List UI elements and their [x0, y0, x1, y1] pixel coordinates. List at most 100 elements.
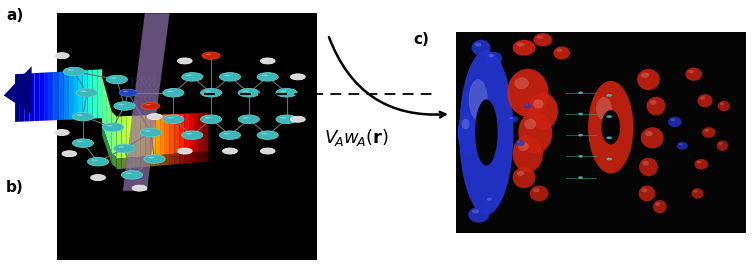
- Ellipse shape: [65, 152, 69, 153]
- Ellipse shape: [716, 140, 728, 151]
- Ellipse shape: [484, 196, 499, 207]
- Ellipse shape: [475, 42, 482, 47]
- Ellipse shape: [694, 159, 708, 170]
- Polygon shape: [134, 13, 170, 98]
- Ellipse shape: [507, 69, 548, 117]
- Ellipse shape: [472, 209, 480, 214]
- Ellipse shape: [276, 89, 297, 97]
- Polygon shape: [97, 69, 102, 118]
- Ellipse shape: [205, 117, 211, 118]
- Ellipse shape: [688, 70, 694, 73]
- Ellipse shape: [718, 101, 730, 111]
- Polygon shape: [117, 158, 121, 169]
- Ellipse shape: [606, 158, 612, 160]
- Ellipse shape: [529, 186, 548, 201]
- Ellipse shape: [685, 68, 702, 81]
- Ellipse shape: [118, 104, 124, 105]
- Polygon shape: [25, 73, 29, 121]
- Ellipse shape: [147, 114, 162, 120]
- Ellipse shape: [537, 36, 544, 39]
- Ellipse shape: [668, 117, 682, 127]
- Ellipse shape: [461, 119, 470, 129]
- Polygon shape: [146, 156, 150, 167]
- Polygon shape: [170, 154, 175, 165]
- Ellipse shape: [201, 115, 222, 123]
- Ellipse shape: [145, 130, 151, 132]
- Ellipse shape: [645, 131, 653, 136]
- Ellipse shape: [77, 114, 83, 116]
- Ellipse shape: [486, 198, 492, 201]
- Ellipse shape: [177, 58, 192, 64]
- Ellipse shape: [62, 151, 77, 157]
- Ellipse shape: [107, 125, 113, 126]
- Ellipse shape: [72, 139, 93, 147]
- Ellipse shape: [54, 130, 69, 135]
- Polygon shape: [194, 113, 199, 152]
- Polygon shape: [141, 115, 146, 157]
- Ellipse shape: [167, 117, 173, 118]
- Ellipse shape: [579, 134, 581, 135]
- Ellipse shape: [704, 129, 709, 132]
- Ellipse shape: [263, 59, 268, 60]
- Polygon shape: [35, 73, 39, 121]
- Ellipse shape: [280, 91, 287, 92]
- Ellipse shape: [588, 81, 633, 174]
- Ellipse shape: [224, 75, 230, 76]
- Ellipse shape: [114, 102, 135, 110]
- Ellipse shape: [533, 188, 540, 192]
- Ellipse shape: [243, 117, 249, 118]
- Ellipse shape: [87, 157, 109, 166]
- Ellipse shape: [186, 133, 192, 134]
- Polygon shape: [123, 98, 158, 191]
- Ellipse shape: [238, 115, 259, 123]
- Text: a): a): [6, 8, 23, 23]
- Ellipse shape: [518, 111, 552, 154]
- Polygon shape: [199, 151, 204, 162]
- Ellipse shape: [468, 207, 489, 223]
- Ellipse shape: [167, 91, 173, 92]
- Ellipse shape: [243, 91, 249, 92]
- Ellipse shape: [290, 116, 305, 122]
- Ellipse shape: [135, 187, 139, 188]
- Polygon shape: [141, 156, 146, 167]
- Ellipse shape: [54, 53, 69, 59]
- Polygon shape: [146, 115, 150, 156]
- Ellipse shape: [526, 104, 528, 106]
- Ellipse shape: [475, 99, 498, 166]
- Ellipse shape: [642, 188, 648, 192]
- Ellipse shape: [513, 167, 535, 188]
- Ellipse shape: [144, 155, 165, 163]
- Polygon shape: [29, 73, 35, 121]
- Ellipse shape: [639, 186, 655, 201]
- Ellipse shape: [516, 140, 525, 146]
- Polygon shape: [49, 72, 54, 121]
- Ellipse shape: [489, 54, 495, 57]
- Polygon shape: [204, 151, 208, 162]
- Ellipse shape: [719, 142, 722, 145]
- Ellipse shape: [163, 89, 184, 97]
- Ellipse shape: [290, 74, 305, 80]
- Ellipse shape: [77, 141, 83, 142]
- Polygon shape: [121, 158, 126, 169]
- Ellipse shape: [602, 110, 620, 144]
- Ellipse shape: [280, 117, 287, 118]
- Polygon shape: [189, 113, 194, 153]
- Polygon shape: [165, 114, 170, 155]
- Ellipse shape: [518, 142, 529, 151]
- Ellipse shape: [642, 161, 649, 166]
- Ellipse shape: [142, 102, 160, 110]
- Polygon shape: [131, 157, 136, 168]
- Polygon shape: [184, 113, 189, 153]
- Polygon shape: [63, 71, 69, 120]
- Polygon shape: [189, 152, 194, 163]
- Polygon shape: [39, 73, 44, 121]
- Ellipse shape: [653, 200, 667, 213]
- Ellipse shape: [509, 117, 513, 119]
- Polygon shape: [199, 113, 204, 152]
- Polygon shape: [155, 155, 160, 166]
- Ellipse shape: [63, 67, 84, 76]
- Polygon shape: [102, 77, 107, 139]
- Ellipse shape: [68, 69, 74, 71]
- Ellipse shape: [486, 52, 502, 65]
- Ellipse shape: [146, 104, 151, 105]
